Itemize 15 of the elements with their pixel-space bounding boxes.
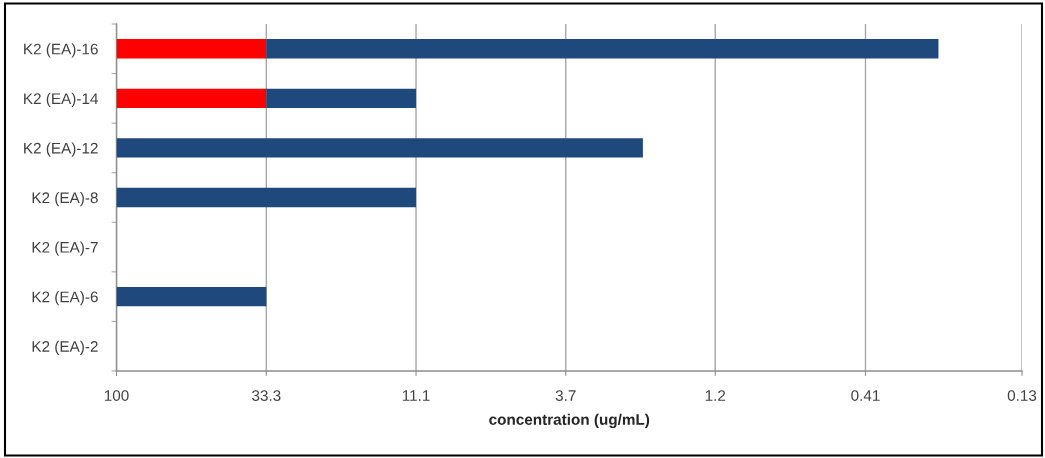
x-tick-label: 0.13	[1007, 390, 1037, 401]
y-tick-label: K2 (EA)-14	[24, 92, 98, 108]
x-tick-label: 100	[104, 390, 129, 401]
y-tick-label: K2 (EA)-2	[32, 340, 98, 355]
x-tick-label: 0.41	[851, 390, 880, 401]
x-tick-label: 1.2	[705, 390, 726, 401]
y-tick-label: K2 (EA)-12	[24, 142, 98, 157]
x-tick-label: 3.7	[555, 390, 576, 401]
y-tick-label: K2 (EA)-16	[24, 43, 98, 58]
x-axis-title: concentration (ug/mL)	[489, 413, 650, 429]
y-tick-label: K2 (EA)-6	[32, 291, 98, 306]
y-tick-label: K2 (EA)-7	[32, 241, 98, 256]
x-tick-label: 33.3	[252, 390, 281, 401]
y-tick-label: K2 (EA)-8	[32, 191, 98, 207]
x-tick-label: 11.1	[402, 390, 430, 401]
